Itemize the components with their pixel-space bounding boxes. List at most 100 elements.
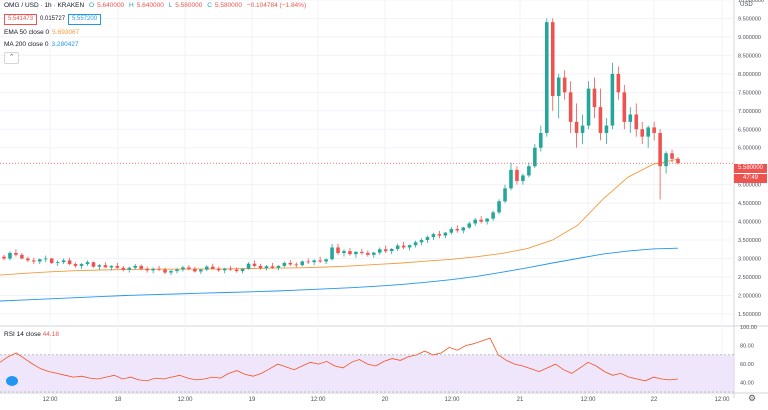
close-label: C: [207, 2, 212, 9]
tradingview-logo-icon[interactable]: [6, 376, 18, 386]
symbol-label[interactable]: OMG / USD · 1h · KRAKEN: [4, 2, 85, 9]
candle-body: [222, 268, 227, 271]
candle-body: [401, 245, 406, 248]
candle-body: [664, 153, 668, 167]
candle-body: [527, 166, 531, 176]
candle-body: [622, 92, 627, 122]
candle-body: [330, 247, 334, 260]
price-tick-label: 3.000000: [738, 257, 761, 263]
candle-body: [574, 121, 579, 133]
candle-body: [91, 262, 96, 267]
candle-body: [485, 218, 489, 222]
candle-body: [676, 158, 680, 164]
candle-body: [556, 77, 561, 97]
rsi-line: [0, 337, 679, 382]
candle-body: [312, 260, 316, 263]
candle-body: [151, 268, 155, 271]
candle-body: [461, 227, 466, 231]
candle-body: [20, 254, 24, 259]
candle-body: [568, 92, 573, 122]
candle-body: [49, 258, 54, 263]
candle-body: [658, 132, 662, 167]
ma-legend[interactable]: MA 200 close 0 3.280427: [4, 41, 82, 48]
candle-body: [425, 237, 430, 241]
candle-body: [234, 269, 239, 272]
candle-body: [383, 249, 388, 252]
symbol-legend: OMG / USD · 1h · KRAKEN O 5.640000 H 5.640…: [4, 2, 309, 9]
candle-body: [413, 242, 418, 246]
candle-body: [539, 132, 543, 148]
candle-body: [515, 169, 519, 181]
price-tick-label: 6.500000: [738, 127, 761, 133]
time-tick-label: 12:00: [42, 397, 58, 403]
candle-body: [109, 265, 114, 268]
candle-body: [443, 232, 448, 236]
candle-body: [169, 271, 173, 273]
candle-body: [246, 263, 251, 269]
time-tick-label: 19: [249, 397, 256, 403]
candle-body: [604, 125, 609, 133]
candle-body: [580, 125, 585, 133]
ma-label: MA 200 close 0: [4, 41, 49, 48]
candle-body: [395, 245, 400, 249]
sell-price-button[interactable]: 5.541473: [4, 14, 38, 25]
spread-value: 0.015727: [38, 15, 68, 24]
candle-body: [14, 252, 18, 255]
candle-body: [640, 129, 645, 137]
rsi-tick-label: 60.00: [740, 362, 754, 368]
candle-body: [181, 267, 185, 270]
time-tick-label: 18: [115, 397, 122, 403]
candle-body: [634, 114, 639, 130]
price-tick-label: 2.500000: [738, 275, 761, 281]
rsi-label: RSI 14 close: [4, 331, 41, 338]
candle-body: [437, 234, 442, 236]
price-tick-label: 6.000000: [738, 146, 761, 152]
candle-body: [127, 267, 132, 270]
time-tick-label: 22: [651, 397, 658, 403]
gear-icon[interactable]: ⚙: [748, 393, 757, 403]
candle-body: [258, 265, 263, 269]
candle-body: [97, 265, 102, 267]
candle-body: [324, 259, 328, 262]
price-tick-label: 10.000000: [738, 0, 764, 4]
candle-body: [43, 258, 48, 260]
price-tick-label: 7.000000: [738, 109, 761, 115]
ema50-line: [0, 158, 679, 276]
bar-countdown: 47:49: [734, 174, 767, 183]
time-tick-label: 12:00: [444, 397, 460, 403]
high-label: H: [129, 2, 134, 9]
candles: [0, 18, 734, 276]
candle-body: [336, 247, 340, 253]
ema-legend[interactable]: EMA 50 close 0 5.693067: [4, 29, 82, 36]
rsi-legend[interactable]: RSI 14 close 44.18: [4, 331, 59, 338]
candle-body: [592, 88, 597, 108]
candle-body: [79, 264, 84, 266]
candle-body: [121, 267, 126, 270]
candle-body: [652, 127, 656, 133]
candle-body: [455, 228, 460, 231]
rsi-tick-label: 40.00: [740, 381, 754, 387]
candle-body: [533, 147, 537, 167]
rsi-tick-label: 80.00: [740, 344, 754, 350]
collapse-legend-button[interactable]: ⌃: [4, 52, 19, 64]
candle-body: [598, 107, 603, 133]
candle-body: [216, 268, 221, 271]
close-value: 5.580000: [214, 2, 243, 9]
rsi-value: 44.18: [42, 331, 59, 338]
candle-body: [366, 252, 370, 255]
buy-price-button[interactable]: 5.557200: [68, 14, 102, 25]
candle-body: [199, 269, 203, 272]
candle-body: [354, 251, 358, 255]
price-tick-label: 5.000000: [738, 183, 761, 189]
price-tick-label: 8.000000: [738, 72, 761, 78]
candle-body: [646, 127, 650, 137]
ma200-path: [0, 247, 679, 302]
last-price-tag: 5.580000: [734, 164, 767, 173]
candle-body: [252, 263, 257, 266]
candle-body: [175, 269, 179, 272]
candle-body: [348, 251, 352, 255]
price-tick-label: 1.500000: [738, 312, 761, 318]
